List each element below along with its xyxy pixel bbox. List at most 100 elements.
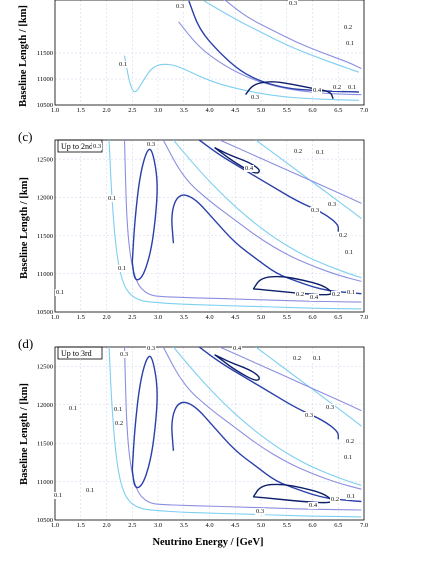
contour-label-bg — [332, 84, 342, 91]
plot-frame-2 — [54, 346, 365, 521]
x-tick-label: 1.0 — [51, 522, 59, 529]
contour-line-0.4 — [252, 275, 333, 296]
contour-line-0.1 — [123, 55, 359, 101]
contour-line-0.1 — [204, 0, 360, 73]
y-tick-label: 11000 — [37, 271, 53, 278]
contour-label-bg — [330, 496, 340, 503]
contour-line-0.3 — [198, 140, 339, 232]
y-tick-label: 11000 — [37, 76, 53, 83]
contour-line-0.3 — [131, 355, 158, 489]
contour-label-bg — [119, 351, 129, 358]
contour-label: 0.3 — [251, 94, 259, 101]
x-tick-label: 1.0 — [51, 314, 59, 321]
x-tick-label: 3.0 — [154, 522, 162, 529]
contour-label: 0.1 — [345, 249, 353, 256]
contour-label-bg — [175, 3, 185, 10]
x-tick-label: 2.5 — [128, 522, 136, 529]
y-tick-label: 10500 — [37, 102, 53, 109]
x-tick-label: 4.5 — [231, 107, 239, 114]
contour-label-bg — [293, 148, 303, 155]
contour-label-bg — [68, 405, 78, 412]
contour-line-0.2 — [162, 140, 362, 282]
contour-label: 0.1 — [69, 405, 77, 412]
contour-line-0.4 — [214, 146, 260, 174]
contour-label: 0.2 — [346, 438, 354, 445]
x-tick-label: 5.5 — [283, 522, 291, 529]
x-tick-label: 6.5 — [334, 107, 342, 114]
contour-line-0.2 — [123, 140, 362, 303]
x-tick-label: 3.5 — [180, 107, 188, 114]
x-tick-label: 6.0 — [308, 314, 316, 321]
x-tick-label: 5.0 — [257, 107, 265, 114]
contour-label-bg — [113, 406, 123, 413]
contour-label-bg — [346, 289, 356, 296]
contour-line-0.2 — [224, 0, 362, 70]
x-tick-label: 2.0 — [102, 107, 110, 114]
contour-label: 0.4 — [233, 345, 242, 352]
x-tick-label: 6.5 — [334, 314, 342, 321]
contour-line-0.1 — [172, 140, 362, 279]
contour-label-bg — [338, 232, 348, 239]
x-tick-label: 5.5 — [283, 107, 291, 114]
contour-label-bg — [312, 355, 322, 362]
contour-label-bg — [53, 492, 63, 499]
contour-label: 0.3 — [93, 143, 101, 150]
contour-line-0.1 — [108, 140, 362, 310]
x-tick-label: 5.0 — [257, 314, 265, 321]
contour-label-bg — [295, 291, 305, 298]
x-tick-label: 2.5 — [128, 107, 136, 114]
y-tick-label: 12500 — [37, 156, 53, 163]
x-tick-label: 2.5 — [128, 314, 136, 321]
contour-label-bg — [325, 404, 335, 411]
x-tick-label: 3.5 — [180, 522, 188, 529]
contour-line-0.1 — [108, 347, 362, 518]
y-tick-label: 10500 — [37, 309, 53, 316]
contour-label-bg — [118, 61, 128, 68]
x-tick-label: 3.0 — [154, 314, 162, 321]
x-tick-label: 3.5 — [180, 314, 188, 321]
x-tick-label: 6.5 — [334, 522, 342, 529]
contour-line-0.3 — [131, 148, 158, 281]
y-tick-label: 12000 — [37, 402, 53, 409]
y-tick-label: 11500 — [37, 233, 53, 240]
x-tick-label: 6.0 — [308, 107, 316, 114]
contour-label: 0.1 — [313, 355, 321, 362]
contour-label-bg — [327, 201, 337, 208]
x-tick-label: 4.0 — [205, 522, 213, 529]
contour-label-bg — [292, 355, 302, 362]
contour-label: 0.1 — [316, 149, 324, 156]
x-tick-label: 2.0 — [102, 314, 110, 321]
contour-label: 0.3 — [328, 201, 336, 208]
contour-label-bg — [232, 345, 242, 352]
contour-label-bg — [343, 454, 353, 461]
contour-label-bg — [114, 420, 124, 427]
contour-label: 0.2 — [296, 291, 304, 298]
contour-label: 0.2 — [294, 148, 302, 155]
x-tick-label: 1.5 — [77, 107, 85, 114]
contour-label-bg — [146, 345, 156, 352]
contour-label-bg — [250, 94, 260, 101]
contour-label-bg — [288, 0, 298, 7]
contour-label-bg — [309, 294, 319, 301]
panel-d: (d) Baseline Length / [km] Up to 3rd Neu… — [18, 336, 368, 548]
contour-line-0.3 — [188, 0, 359, 93]
contour-line-0.3 — [171, 194, 362, 295]
contour-label: 0.1 — [344, 454, 352, 461]
contour-label: 0.2 — [344, 24, 352, 31]
contour-label-bg — [55, 289, 65, 296]
series-group-0 — [123, 0, 362, 101]
grid-2 — [54, 347, 365, 521]
contour-label: 0.3 — [147, 345, 155, 352]
contour-label: 0.3 — [256, 508, 264, 515]
contour-label: 0.1 — [348, 84, 356, 91]
contour-label-bg — [347, 84, 357, 91]
contour-label-bg — [315, 149, 325, 156]
contour-label-bg — [244, 165, 254, 172]
grid-1 — [54, 140, 365, 313]
contour-label-bg — [308, 502, 318, 509]
contour-line-0.3 — [171, 401, 362, 503]
x-tick-label: 1.5 — [77, 522, 85, 529]
contour-label-bg — [344, 249, 354, 256]
contour-line-0.1 — [255, 140, 362, 220]
